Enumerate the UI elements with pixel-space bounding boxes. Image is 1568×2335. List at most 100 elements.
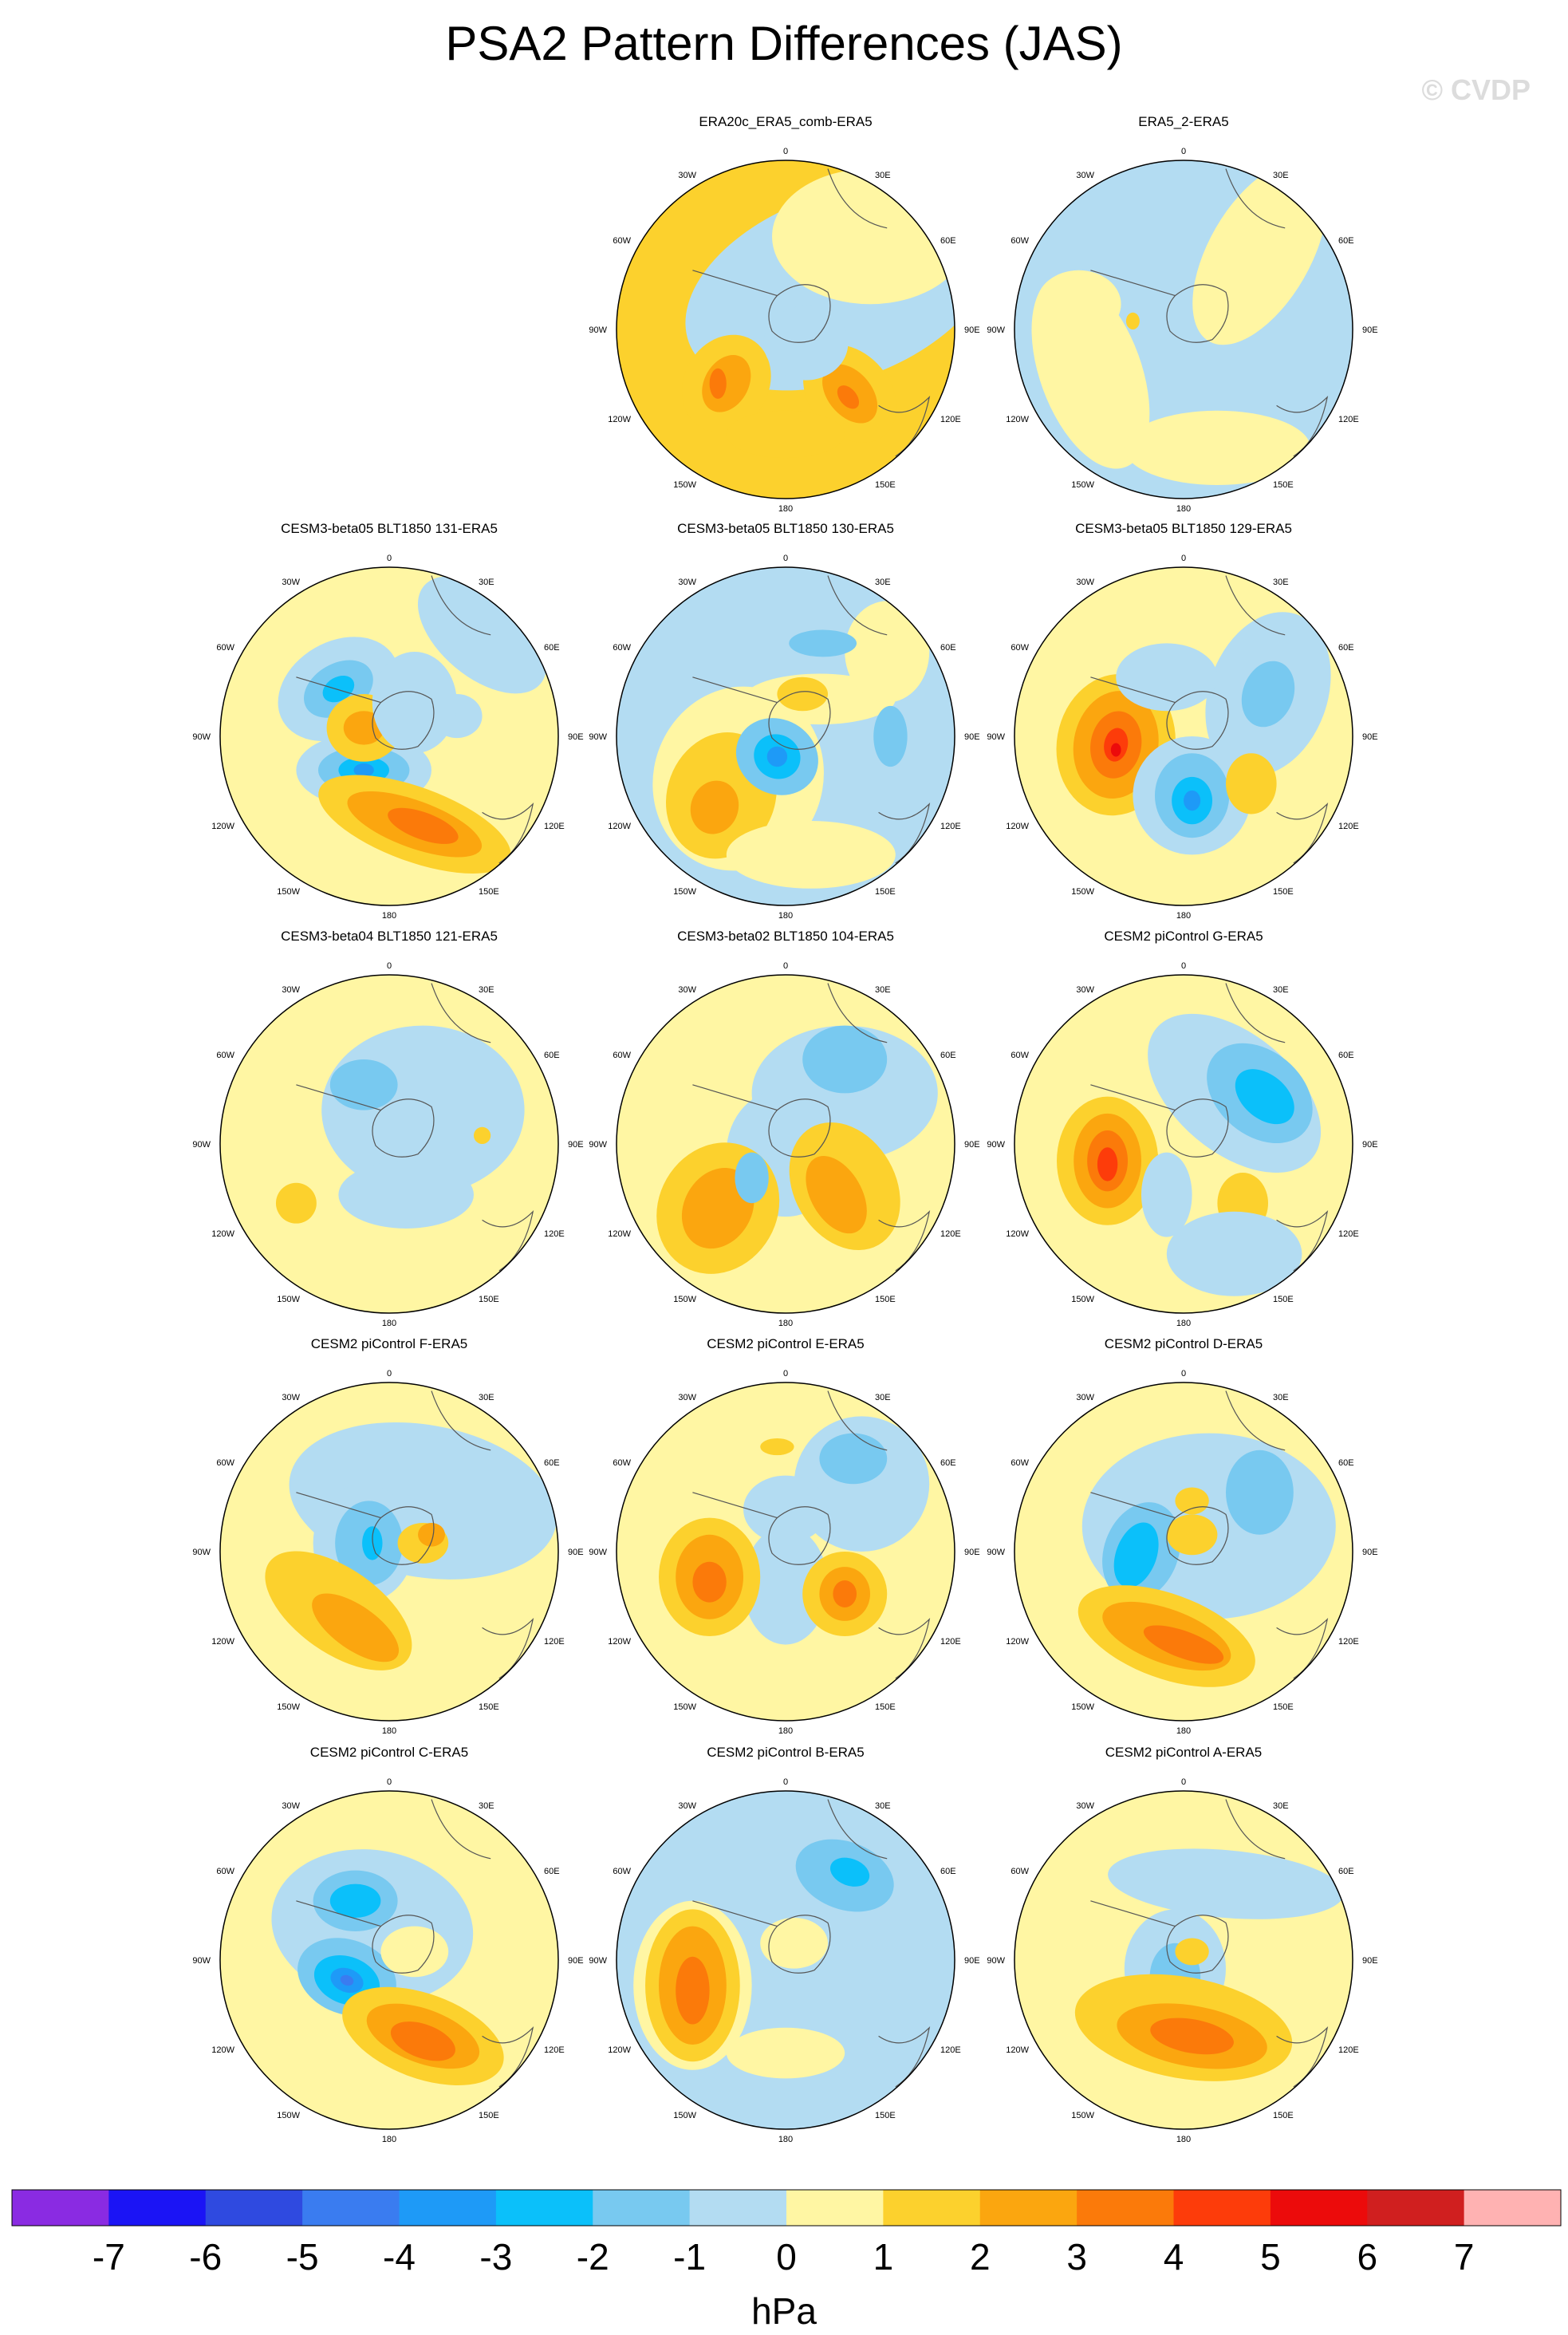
longitude-label: 120W xyxy=(211,1229,234,1239)
longitude-label: 60E xyxy=(544,1458,560,1468)
contour-region xyxy=(340,1974,354,1986)
map-panel: CESM2 piControl B-ERA5 0 180 30W 60W 90W 120W 1… xyxy=(589,1745,979,2144)
longitude-label: 90W xyxy=(192,1548,211,1557)
longitude-label: 150E xyxy=(1273,1295,1294,1304)
longitude-label: 60W xyxy=(613,1051,631,1060)
coastline xyxy=(1166,1506,1229,1565)
longitude-label: 120E xyxy=(940,822,961,831)
longitude-label: 30W xyxy=(1076,985,1094,995)
panel-title: CESM2 piControl B-ERA5 xyxy=(707,1745,864,1760)
coastline xyxy=(431,983,491,1043)
longitude-label: 150E xyxy=(1273,480,1294,490)
pressure-field xyxy=(1014,567,1353,905)
longitude-label: 150W xyxy=(673,1702,696,1712)
longitude-label: 30E xyxy=(875,1393,891,1402)
pressure-field xyxy=(1014,1382,1353,1721)
coastline xyxy=(878,395,931,457)
longitude-label: 90E xyxy=(568,732,584,742)
contour-region xyxy=(676,1956,710,2025)
longitude-label: 60W xyxy=(613,236,631,246)
coastline xyxy=(1166,1915,1229,1974)
longitude-label: 30W xyxy=(678,578,696,587)
longitude-label: 150W xyxy=(673,1295,696,1304)
coastline xyxy=(1225,1799,1286,1860)
panel-title: CESM2 piControl F-ERA5 xyxy=(311,1336,468,1351)
longitude-label: 0 xyxy=(1181,554,1186,563)
coastline xyxy=(296,1900,381,1927)
longitude-label: 60E xyxy=(544,643,560,653)
map-border xyxy=(616,566,955,906)
contour-region xyxy=(338,1161,474,1229)
longitude-label: 30E xyxy=(479,985,494,995)
longitude-label: 30W xyxy=(1076,1393,1094,1402)
contour-region xyxy=(819,1433,888,1485)
contour-region xyxy=(802,1025,888,1094)
coastline xyxy=(827,983,888,1043)
coastline xyxy=(768,1098,831,1158)
panel-title: CESM2 piControl G-ERA5 xyxy=(1104,929,1263,944)
contour-region xyxy=(743,1475,828,1544)
contour-region xyxy=(726,821,896,889)
longitude-label: 120E xyxy=(940,1229,961,1239)
colorbar-tick-label: -5 xyxy=(286,2236,319,2278)
longitude-label: 0 xyxy=(783,147,788,156)
longitude-label: 180 xyxy=(778,504,793,514)
longitude-label: 150W xyxy=(673,480,696,490)
longitude-label: 60W xyxy=(216,1051,234,1060)
contour-region xyxy=(1150,2017,1234,2055)
longitude-label: 30E xyxy=(479,1801,494,1811)
contour-region xyxy=(743,1526,828,1645)
coastline xyxy=(827,168,888,229)
longitude-label: 90E xyxy=(964,732,980,742)
coastline xyxy=(1090,1084,1176,1111)
longitude-label: 150E xyxy=(1273,887,1294,897)
coastline xyxy=(296,1084,381,1111)
coastline xyxy=(1276,395,1329,457)
longitude-label: 150E xyxy=(479,2111,499,2120)
colorbar-swatch xyxy=(495,2190,593,2226)
longitude-label: 150E xyxy=(875,1702,896,1712)
longitude-label: 120W xyxy=(608,2045,631,2055)
longitude-label: 150W xyxy=(673,2111,696,2120)
longitude-label: 30W xyxy=(678,1801,696,1811)
panel-title: CESM2 piControl E-ERA5 xyxy=(707,1336,864,1351)
contour-region xyxy=(777,676,828,712)
longitude-label: 60W xyxy=(1011,236,1029,246)
longitude-label: 60E xyxy=(940,1458,956,1468)
colorbar-swatch xyxy=(12,2190,109,2226)
longitude-label: 30E xyxy=(875,171,891,180)
pressure-field xyxy=(617,975,955,1313)
longitude-label: 120E xyxy=(544,1637,565,1647)
contour-region xyxy=(474,1126,491,1144)
coastline xyxy=(878,1209,931,1272)
longitude-label: 120E xyxy=(1338,2045,1359,2055)
contour-region xyxy=(789,629,857,657)
longitude-label: 150E xyxy=(1273,1702,1294,1712)
longitude-label: 90W xyxy=(589,1140,607,1150)
contour-region xyxy=(760,1438,794,1456)
colorbar-swatch xyxy=(979,2190,1078,2226)
longitude-label: 120E xyxy=(1338,1229,1359,1239)
longitude-label: 90W xyxy=(987,1140,1005,1150)
longitude-label: 60E xyxy=(1338,1458,1354,1468)
map-panel: CESM3-beta05 BLT1850 131-ERA5 0 180 30W 60W 9… xyxy=(192,521,583,921)
map-panel: CESM2 piControl D-ERA5 0 180 30W 60W 90W 120W 1… xyxy=(987,1336,1377,1736)
longitude-label: 30E xyxy=(1273,1801,1289,1811)
pressure-field xyxy=(1014,160,1353,499)
coastline xyxy=(768,691,831,750)
longitude-label: 120W xyxy=(608,822,631,831)
contour-region xyxy=(772,168,955,305)
coastline xyxy=(1090,1492,1176,1519)
longitude-label: 30W xyxy=(282,1801,300,1811)
coastline xyxy=(878,1617,931,1679)
panel-title: CESM2 piControl A-ERA5 xyxy=(1105,1745,1263,1760)
map-border xyxy=(219,974,559,1314)
longitude-label: 60E xyxy=(1338,1051,1354,1060)
longitude-label: 90W xyxy=(589,325,607,335)
longitude-label: 150W xyxy=(277,887,300,897)
longitude-label: 120W xyxy=(1006,2045,1029,2055)
coastline xyxy=(482,2025,534,2088)
coastline xyxy=(1090,1900,1176,1927)
longitude-label: 150W xyxy=(277,1702,300,1712)
contour-region xyxy=(312,1593,400,1663)
